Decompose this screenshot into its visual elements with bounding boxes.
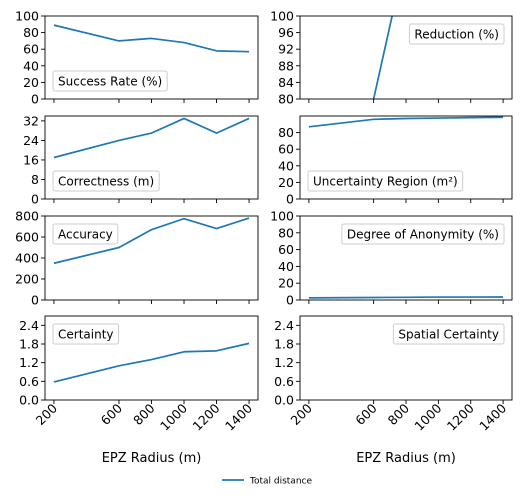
y-tick-label: 84 xyxy=(278,75,294,90)
y-tick-label: 60 xyxy=(23,42,39,57)
y-tick-label: 0.6 xyxy=(19,374,39,389)
series-line xyxy=(53,24,250,53)
y-tick-label: 0 xyxy=(31,293,39,308)
x-axis-label: EPZ Radius (m) xyxy=(356,451,456,466)
series-line xyxy=(53,217,250,265)
x-tick-label: 1000 xyxy=(157,400,190,433)
panel-label-box xyxy=(52,223,119,245)
x-tick-label: 800 xyxy=(385,400,413,428)
y-tick-label: 20 xyxy=(278,276,294,291)
y-tick-label: 32 xyxy=(23,113,39,128)
y-tick-label: 100 xyxy=(270,9,294,24)
y-tick-label: 600 xyxy=(15,230,39,245)
y-tick-label: 80 xyxy=(23,25,39,40)
legend-label: Total distance xyxy=(249,477,312,487)
y-tick-label: 0.0 xyxy=(274,393,294,408)
y-tick-label: 80 xyxy=(278,125,294,140)
panel-label-box xyxy=(341,223,505,245)
y-tick-label: 40 xyxy=(278,158,294,173)
y-tick-label: 0 xyxy=(286,192,294,207)
x-tick-label: 600 xyxy=(98,400,126,428)
panel-label-text: Uncertainty Region (m²) xyxy=(313,175,458,189)
y-tick-label: 40 xyxy=(23,58,39,73)
figure-legend: Total distance xyxy=(222,477,312,487)
y-tick-label: 80 xyxy=(278,92,294,107)
y-tick-label: 88 xyxy=(278,58,294,73)
panel-label: Spatial Certainty xyxy=(392,323,505,345)
y-tick-label: 40 xyxy=(278,259,294,274)
y-tick-label: 60 xyxy=(278,142,294,157)
y-tick-label: 0 xyxy=(31,92,39,107)
panel-label-text: Success Rate (%) xyxy=(58,75,162,89)
panel-label-box xyxy=(52,323,119,345)
x-tick-label: 1400 xyxy=(476,400,509,433)
panel-label: Success Rate (%) xyxy=(52,70,168,92)
panel-label-text: Correctness (m) xyxy=(58,175,154,189)
y-tick-label: 16 xyxy=(23,152,39,167)
y-tick-label: 800 xyxy=(15,209,39,224)
panel-label-box xyxy=(307,170,464,192)
y-tick-label: 0 xyxy=(286,293,294,308)
subplot-5: 0 200 400 600 800 Accuracy xyxy=(15,209,259,308)
panel-label-text: Reduction (%) xyxy=(414,28,499,42)
panel-label-text: Accuracy xyxy=(58,228,113,242)
subplot-3: 0 8 16 24 32 Correctness (m) xyxy=(23,113,259,207)
panel-label-text: Spatial Certainty xyxy=(398,328,499,342)
y-tick-label: 1.2 xyxy=(274,355,294,370)
y-tick-label: 0.0 xyxy=(19,393,39,408)
panel-label-box xyxy=(392,323,505,345)
y-tick-label: 80 xyxy=(278,225,294,240)
series-line xyxy=(308,296,504,299)
y-tick-label: 1.2 xyxy=(19,355,39,370)
y-tick-label: 60 xyxy=(278,242,294,257)
x-tick-label: 800 xyxy=(130,400,158,428)
y-tick-label: 24 xyxy=(23,133,39,148)
y-tick-label: 2.4 xyxy=(274,318,294,333)
panel-label: Degree of Anonymity (%) xyxy=(341,223,505,245)
panel-label: Accuracy xyxy=(52,223,119,245)
series-line xyxy=(53,342,250,383)
x-tick-label: 1200 xyxy=(444,400,477,433)
x-tick-label: 1000 xyxy=(411,400,444,433)
y-tick-label: 1.8 xyxy=(19,337,39,352)
panel-label: Certainty xyxy=(52,323,119,345)
x-axis-label: EPZ Radius (m) xyxy=(102,451,202,466)
y-tick-label: 8 xyxy=(31,172,39,187)
y-tick-label: 92 xyxy=(278,42,294,57)
y-tick-label: 0.6 xyxy=(274,374,294,389)
x-tick-label: 1400 xyxy=(222,400,255,433)
panel-label-text: Certainty xyxy=(58,328,114,342)
y-tick-label: 1.8 xyxy=(274,337,294,352)
series-line xyxy=(372,16,393,99)
panel-label: Uncertainty Region (m²) xyxy=(307,170,464,192)
y-tick-label: 200 xyxy=(15,272,39,287)
panel-label-box xyxy=(52,170,160,192)
y-tick-label: 20 xyxy=(23,75,39,90)
y-tick-label: 0 xyxy=(31,192,39,207)
series-line xyxy=(308,116,504,128)
y-tick-label: 100 xyxy=(15,9,39,24)
y-tick-label: 100 xyxy=(270,209,294,224)
series-line xyxy=(53,117,250,159)
x-tick-label: 1200 xyxy=(190,400,223,433)
x-tick-label: 600 xyxy=(352,400,380,428)
y-tick-label: 400 xyxy=(15,251,39,266)
panel-label-text: Degree of Anonymity (%) xyxy=(347,228,499,242)
y-tick-label: 20 xyxy=(278,175,294,190)
panel-label-box xyxy=(408,23,505,45)
panel-label: Correctness (m) xyxy=(52,170,160,192)
panel-label: Reduction (%) xyxy=(408,23,505,45)
panel-label-box xyxy=(52,70,168,92)
y-tick-label: 96 xyxy=(278,25,294,40)
y-tick-label: 2.4 xyxy=(19,318,39,333)
